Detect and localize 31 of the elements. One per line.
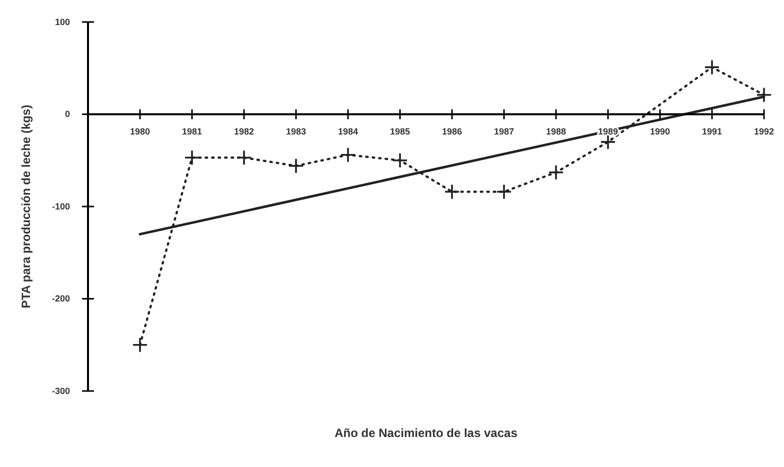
point: [392, 152, 408, 168]
x-tick-label: 1980: [130, 126, 150, 137]
x-tick-label: 1987: [494, 126, 514, 137]
x-tick-label: 1982: [234, 126, 254, 137]
x-tick-label: 1988: [546, 126, 566, 137]
y-axis-title: PTA para producción de leche (kgs): [19, 104, 33, 308]
y-tick-label: -200: [52, 294, 70, 304]
x-tick-label: 1983: [286, 126, 306, 137]
point: [184, 150, 200, 166]
point: [704, 59, 720, 76]
y-tick-label: -100: [52, 201, 70, 212]
x-tick-label: 1985: [390, 126, 410, 137]
y-tick-label: 0: [64, 109, 70, 120]
point: [548, 164, 564, 180]
x-tick-label: 1990: [650, 126, 670, 137]
y-tick-label: -300: [52, 386, 70, 396]
x-tick-label: 1984: [338, 126, 358, 137]
point: [340, 146, 356, 163]
point: [496, 184, 512, 200]
x-tick-label: 1981: [182, 126, 202, 137]
x-tick-label: 1991: [702, 126, 722, 137]
point: [600, 134, 616, 150]
point: [132, 336, 148, 353]
x-tick-label: 1986: [442, 126, 462, 137]
x-tick-label: 1992: [754, 126, 774, 137]
x-axis-title: Año de Nacimiento de las vacas: [334, 426, 518, 440]
point: [236, 150, 252, 166]
point: [288, 158, 304, 174]
y-tick-label: 100: [54, 16, 70, 27]
point: [756, 86, 772, 103]
point: [444, 184, 460, 200]
